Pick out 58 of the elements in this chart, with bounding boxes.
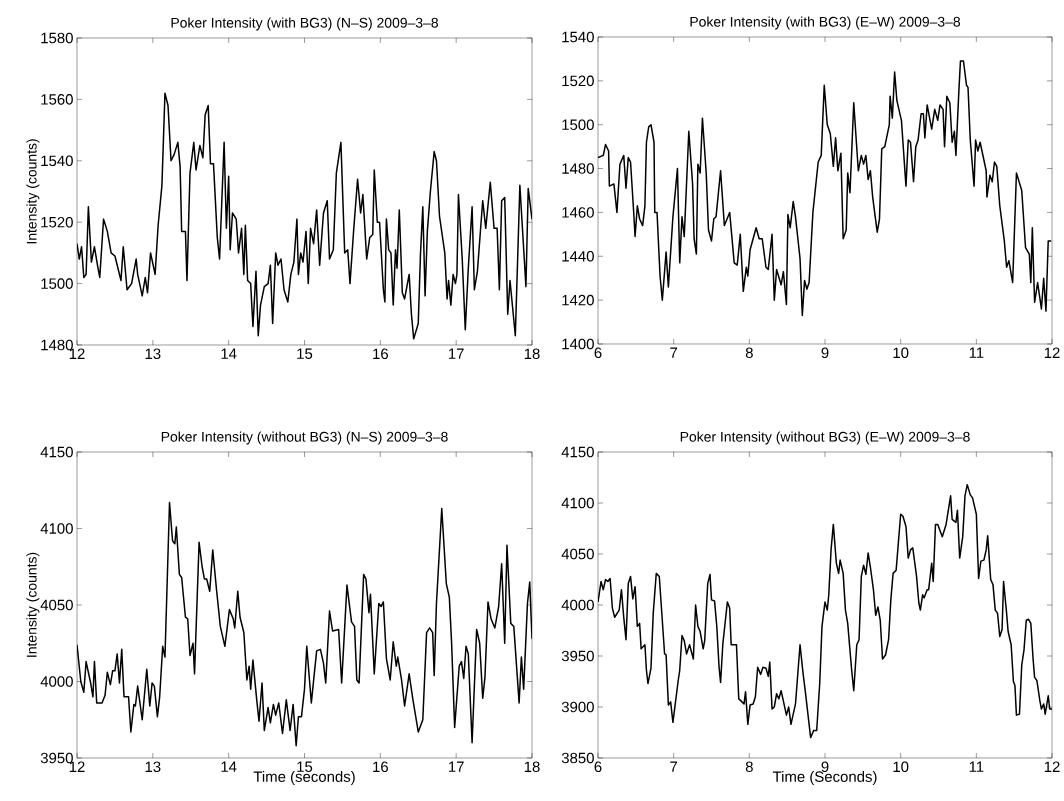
y-tick-label: 3950 bbox=[561, 650, 594, 662]
x-tick-label: 13 bbox=[145, 761, 161, 773]
x-tick-label: 9 bbox=[821, 761, 829, 773]
x-tick-label: 15 bbox=[297, 761, 313, 772]
y-tick-label: 1400 bbox=[562, 338, 594, 350]
x-tick-label: 6 bbox=[594, 761, 602, 773]
x-tick-label: 18 bbox=[524, 761, 540, 773]
y-tick-label: 1540 bbox=[562, 31, 594, 43]
y-tick-label: 4150 bbox=[40, 446, 73, 458]
x-tick-label: 7 bbox=[670, 761, 678, 772]
y-tick-label: 4000 bbox=[561, 599, 594, 611]
y-tick-label: 3850 bbox=[561, 752, 594, 764]
y-tick-label: 1520 bbox=[41, 216, 73, 228]
x-tick-label: 14 bbox=[221, 348, 237, 359]
x-tick-label: 13 bbox=[145, 348, 161, 360]
x-tick-label: 8 bbox=[745, 761, 753, 773]
y-tick-label: 4050 bbox=[561, 548, 594, 560]
x-tick-label: 14 bbox=[221, 761, 237, 772]
y-tick-label: 1480 bbox=[562, 163, 594, 174]
x-tick-label: 8 bbox=[745, 347, 753, 359]
y-axis-title: Intensity (counts) bbox=[26, 139, 40, 244]
y-tick-label: 1580 bbox=[41, 32, 73, 44]
y-tick-label: 1520 bbox=[562, 75, 594, 87]
y-tick-label: 1500 bbox=[562, 119, 594, 130]
y-tick-label: 4100 bbox=[561, 497, 594, 509]
x-tick-label: 18 bbox=[524, 348, 540, 360]
y-tick-label: 4050 bbox=[40, 599, 73, 611]
chart-title: Poker Intensity (without BG3) (N–S) 2009–3–8 bbox=[161, 431, 448, 445]
y-tick-label: 3900 bbox=[561, 701, 594, 713]
x-tick-label: 11 bbox=[969, 761, 984, 772]
y-axis-title: Intensity (counts) bbox=[26, 552, 40, 657]
y-tick-label: 4100 bbox=[40, 523, 73, 534]
x-tick-label: 16 bbox=[373, 761, 388, 773]
x-tick-label: 17 bbox=[449, 761, 464, 772]
y-tick-label: 1440 bbox=[562, 250, 594, 262]
chart-title: Poker Intensity (with BG3) (E–W) 2009–3–8 bbox=[690, 16, 961, 30]
x-tick-label: 7 bbox=[670, 347, 678, 358]
y-tick-label: 1500 bbox=[41, 278, 73, 289]
y-tick-label: 1420 bbox=[562, 294, 594, 306]
x-tick-label: 6 bbox=[594, 347, 602, 359]
x-tick-label: 15 bbox=[297, 348, 313, 359]
y-tick-label: 4000 bbox=[40, 676, 73, 687]
x-tick-label: 11 bbox=[969, 347, 984, 358]
y-tick-label: 1460 bbox=[562, 207, 594, 218]
y-tick-label: 1560 bbox=[41, 94, 73, 105]
x-tick-label: 10 bbox=[893, 347, 909, 359]
chart-title: Poker Intensity (with BG3) (N–S) 2009–3–8 bbox=[171, 17, 438, 31]
x-tick-label: 12 bbox=[1044, 761, 1060, 772]
x-tick-label: 16 bbox=[373, 348, 388, 360]
chart-title: Poker Intensity (without BG3) (E–W) 2009–3–8 bbox=[680, 431, 970, 445]
x-tick-label: 10 bbox=[893, 761, 909, 773]
y-tick-label: 4150 bbox=[561, 446, 594, 458]
y-tick-label: 1540 bbox=[41, 155, 73, 167]
x-tick-label: 12 bbox=[1044, 347, 1060, 358]
x-tick-label: 17 bbox=[449, 348, 464, 359]
x-axis-title: Time (seconds) bbox=[253, 770, 355, 785]
x-axis-title: Time (Seconds) bbox=[772, 770, 877, 785]
x-tick-label: 9 bbox=[821, 347, 829, 359]
